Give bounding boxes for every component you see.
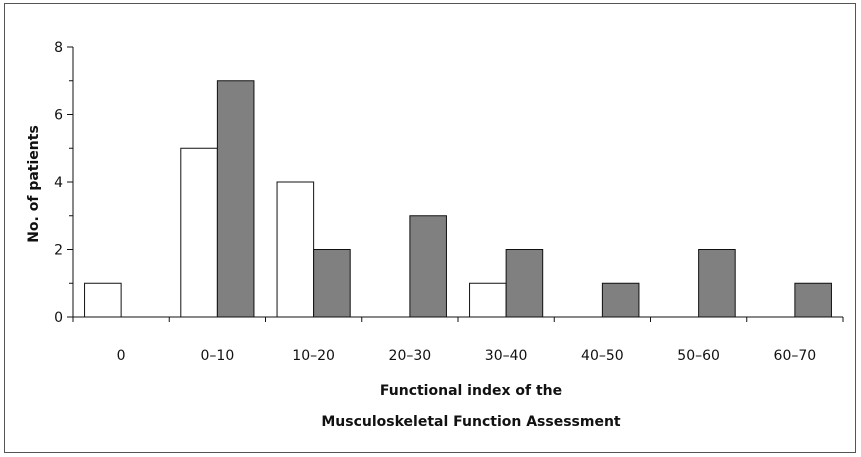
bars xyxy=(84,80,832,318)
bar-chart: 0 2 4 6 8 0 0–10 10–20 20–30 30–40 40–50 50–60 60–7… xyxy=(26,40,844,430)
y-tick-label: 0 xyxy=(54,310,63,326)
y-tick-label: 8 xyxy=(54,40,63,56)
y-tick-label: 6 xyxy=(54,108,63,124)
y-axis: 0 2 4 6 8 xyxy=(54,40,74,326)
bar-series-2-3 xyxy=(409,215,447,318)
x-axis-title-line-1: Functional index of the xyxy=(380,383,562,399)
x-tick-label: 50–60 xyxy=(677,348,720,364)
x-tick-label: 0–10 xyxy=(201,348,235,364)
bar-series-2-1 xyxy=(216,80,255,318)
bar-series-2-2 xyxy=(313,249,351,318)
bar-series-2-7 xyxy=(794,282,832,318)
x-tick-label: 0 xyxy=(117,348,126,364)
x-tick-label: 30–40 xyxy=(485,348,528,364)
x-tick-label: 40–50 xyxy=(581,348,624,364)
bar-series-2-6 xyxy=(698,249,736,318)
x-axis xyxy=(72,316,844,322)
x-tick-labels: 0 0–10 10–20 20–30 30–40 40–50 50–60 60–70 xyxy=(117,348,817,364)
x-axis-title-line-2: Musculoskeletal Function Assessment xyxy=(321,414,621,430)
x-tick-label: 10–20 xyxy=(292,348,335,364)
x-tick-label: 20–30 xyxy=(389,348,432,364)
y-axis-title: No. of patients xyxy=(26,125,42,243)
chart-frame: 0 2 4 6 8 0 0–10 10–20 20–30 30–40 40–50 50–60 60–7… xyxy=(4,3,856,453)
bar-series-1-4 xyxy=(469,282,507,318)
bar-series-2-5 xyxy=(601,282,640,318)
x-tick-label: 60–70 xyxy=(774,348,817,364)
y-tick-label: 2 xyxy=(54,243,63,259)
bar-series-2-4 xyxy=(505,249,544,318)
y-tick-label: 4 xyxy=(54,175,63,191)
bar-series-1-0 xyxy=(84,282,122,318)
bar-series-1-1 xyxy=(180,147,218,318)
bar-series-1-2 xyxy=(276,181,315,318)
